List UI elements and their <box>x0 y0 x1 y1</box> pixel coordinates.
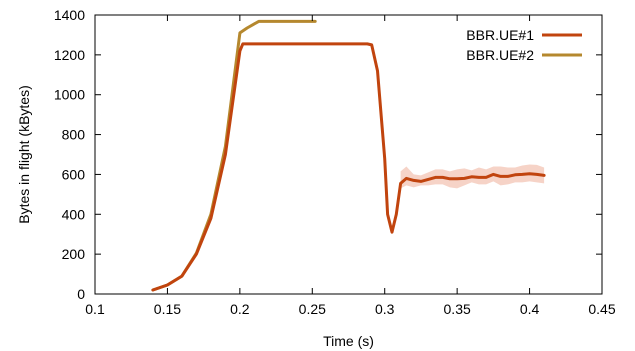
x-tick-label: 0.4 <box>520 301 540 317</box>
x-tick-label: 0.25 <box>299 301 326 317</box>
y-tick-label: 1400 <box>54 7 85 23</box>
axis-tick-labels: 0.1 0.15 0.2 0.25 0.3 0.35 0.4 0.45 0 200 400 600 80… <box>54 7 616 317</box>
legend-label-ue1: BBR.UE#1 <box>466 27 534 43</box>
y-tick-label: 0 <box>77 286 85 302</box>
axis-ticks <box>94 14 603 295</box>
x-tick-label: 0.2 <box>230 301 250 317</box>
y-axis-title: Bytes in flight (kBytes) <box>16 85 32 224</box>
plot-frame <box>94 14 603 295</box>
x-tick-label: 0.45 <box>588 301 615 317</box>
x-tick-label: 0.35 <box>444 301 471 317</box>
series-ue1-line <box>151 42 546 292</box>
series-ue2-line <box>151 19 317 292</box>
y-tick-label: 200 <box>62 246 86 262</box>
x-tick-label: 0.3 <box>375 301 395 317</box>
series-layer <box>151 19 546 292</box>
y-tick-label: 600 <box>62 166 86 182</box>
x-tick-label: 0.15 <box>154 301 181 317</box>
x-tick-label: 0.1 <box>85 301 105 317</box>
x-axis-title: Time (s) <box>323 333 374 349</box>
y-tick-label: 1200 <box>54 47 85 63</box>
legend-label-ue2: BBR.UE#2 <box>466 47 534 63</box>
y-tick-label: 400 <box>62 206 86 222</box>
y-tick-label: 1000 <box>54 87 85 103</box>
legend: BBR.UE#1 BBR.UE#2 <box>466 27 582 63</box>
y-tick-label: 800 <box>62 127 86 143</box>
